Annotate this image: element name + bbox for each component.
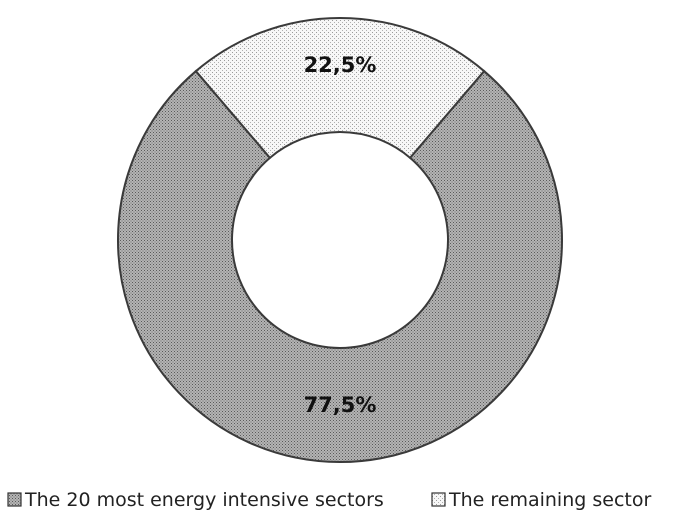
legend-swatch-energy-intensive [7,492,22,507]
legend-label-energy-intensive: The 20 most energy intensive sectors [24,489,384,511]
label-remaining-sector: 22,5% [304,53,377,77]
label-energy-intensive-sectors: 77,5% [304,393,377,417]
slice-labels-layer: 22,5% 77,5% [304,53,377,417]
slice-remaining-sector [194,17,486,160]
legend-swatch-remaining [431,492,446,507]
legend: The 20 most energy intensive sectors The … [7,489,651,511]
slices-layer [117,17,563,464]
legend-label-remaining: The remaining sector [448,489,651,511]
slice-energy-intensive-sectors [117,69,563,464]
